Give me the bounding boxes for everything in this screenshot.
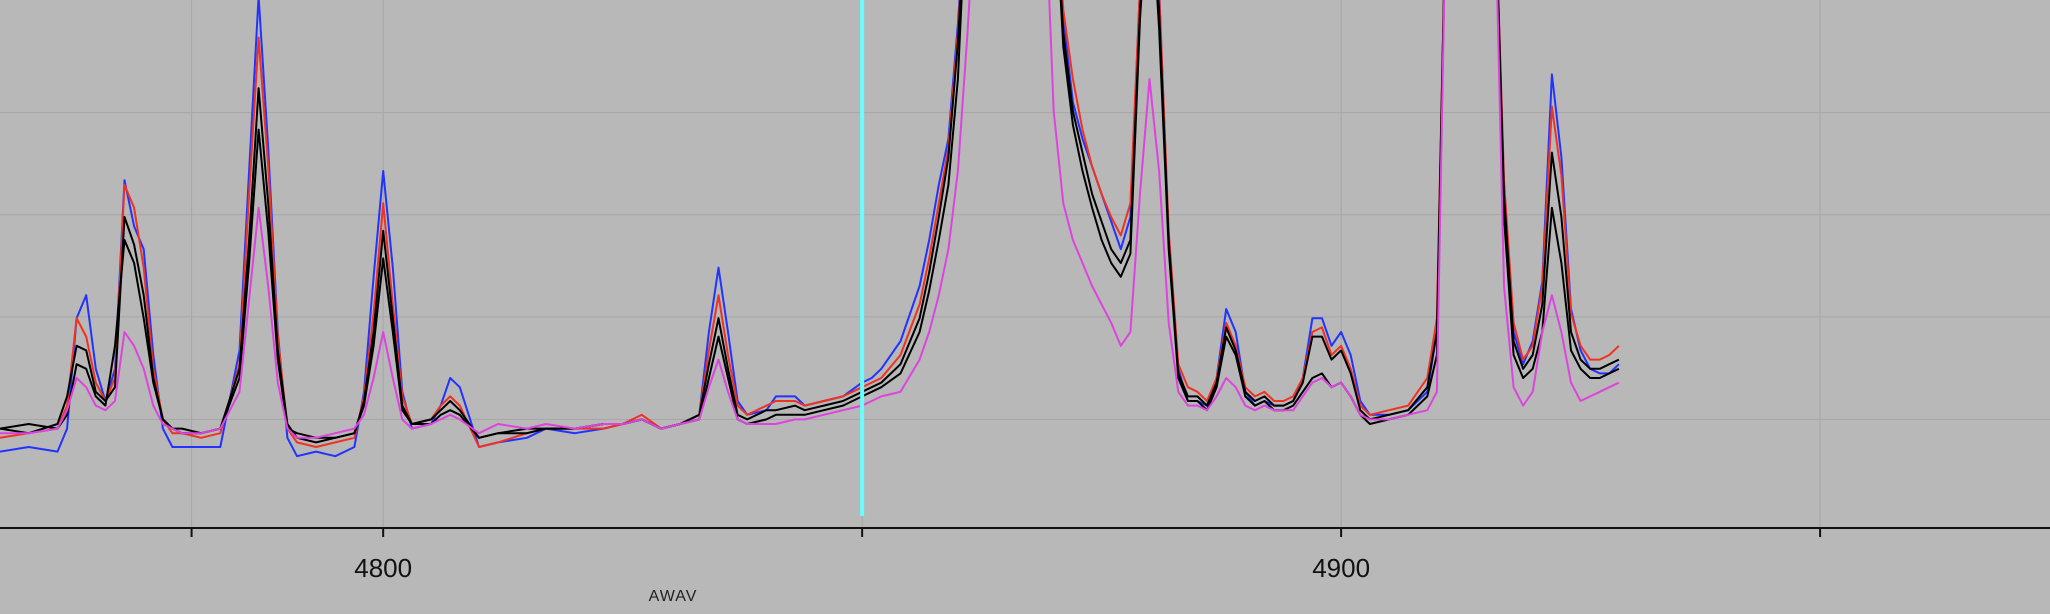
series-line-2 [0,0,1620,448]
x-axis-title: AWAV [649,588,698,605]
series-line-3 [0,0,1620,444]
series-line-1 [0,0,1620,458]
series-line-5 [0,0,1620,439]
x-tick-label: 4900 [1312,553,1370,583]
series-group [0,0,1620,458]
x-axis: 4800 4900 [0,527,2050,583]
x-tick-label: 4800 [354,553,412,583]
